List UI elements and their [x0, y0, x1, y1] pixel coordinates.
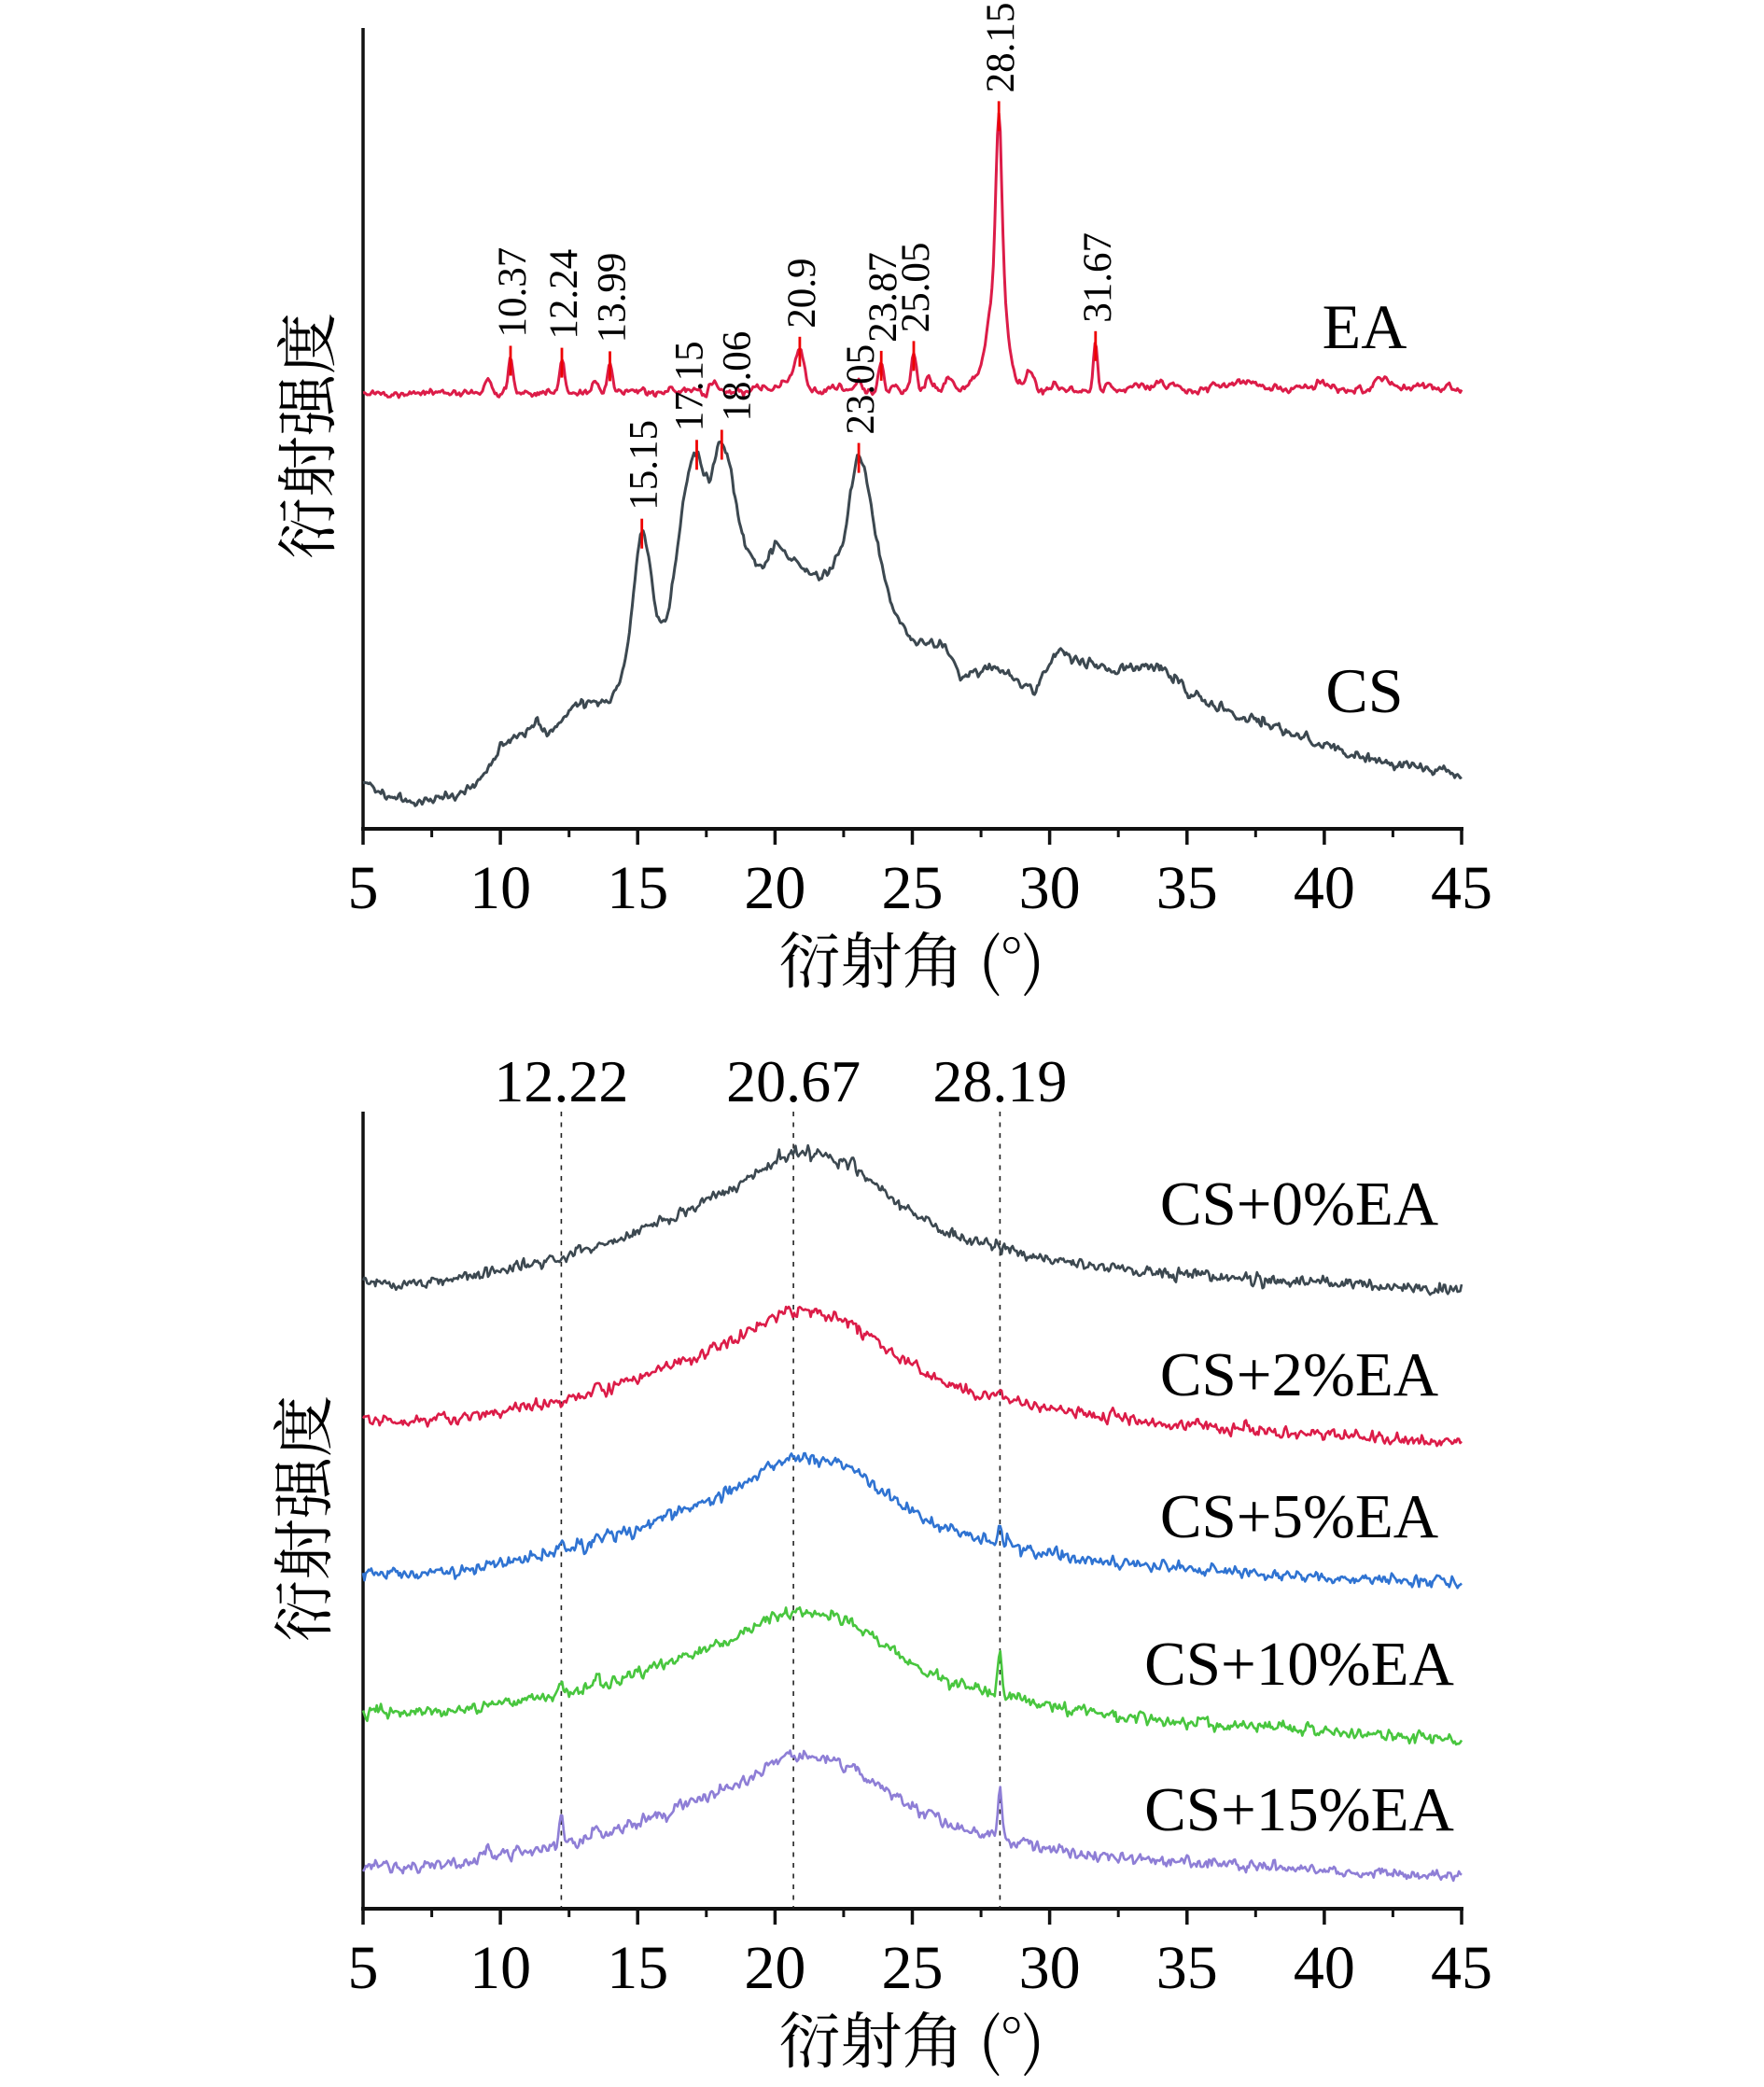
svg-text:28.15: 28.15 — [979, 3, 1023, 93]
svg-text:25: 25 — [882, 1934, 944, 2002]
svg-text:28.19: 28.19 — [932, 1048, 1067, 1114]
svg-text:CS+2%EA: CS+2%EA — [1160, 1340, 1438, 1409]
svg-text:CS+0%EA: CS+0%EA — [1160, 1170, 1438, 1239]
svg-text:5: 5 — [348, 854, 379, 922]
svg-text:40: 40 — [1294, 854, 1355, 922]
svg-text:10: 10 — [469, 1934, 531, 2002]
svg-text:31.67: 31.67 — [1076, 232, 1120, 323]
svg-text:23.87: 23.87 — [861, 252, 905, 343]
svg-text:45: 45 — [1431, 1934, 1492, 2002]
svg-text:20: 20 — [744, 1934, 805, 2002]
svg-text:12.24: 12.24 — [542, 249, 586, 340]
svg-text:35: 35 — [1156, 854, 1218, 922]
svg-text:45: 45 — [1431, 854, 1492, 922]
svg-text:18.06: 18.06 — [715, 331, 759, 422]
svg-text:CS: CS — [1325, 655, 1403, 726]
svg-text:20.67: 20.67 — [726, 1048, 861, 1114]
svg-text:25: 25 — [882, 854, 944, 922]
svg-text:10: 10 — [469, 854, 531, 922]
svg-text:30: 30 — [1019, 854, 1081, 922]
svg-text:EA: EA — [1323, 291, 1407, 362]
svg-text:5: 5 — [348, 1934, 379, 2002]
svg-text:12.22: 12.22 — [494, 1048, 628, 1114]
svg-text:23.05: 23.05 — [839, 344, 883, 435]
svg-text:35: 35 — [1156, 1934, 1218, 2002]
svg-text:30: 30 — [1019, 1934, 1081, 2002]
svg-text:15.15: 15.15 — [623, 420, 666, 511]
svg-text:40: 40 — [1294, 1934, 1355, 2002]
svg-text:15: 15 — [607, 854, 668, 922]
svg-text:25.05: 25.05 — [894, 243, 938, 333]
svg-text:CS+15%EA: CS+15%EA — [1144, 1775, 1454, 1844]
svg-text:15: 15 — [607, 1934, 668, 2002]
svg-text:20: 20 — [744, 854, 805, 922]
svg-text:10.37: 10.37 — [491, 247, 535, 338]
svg-text:CS+10%EA: CS+10%EA — [1144, 1630, 1454, 1699]
svg-text:17.15: 17.15 — [668, 342, 712, 432]
svg-text:20.9: 20.9 — [780, 259, 824, 329]
svg-text:13.99: 13.99 — [591, 253, 635, 343]
svg-text:CS+5%EA: CS+5%EA — [1160, 1482, 1438, 1551]
